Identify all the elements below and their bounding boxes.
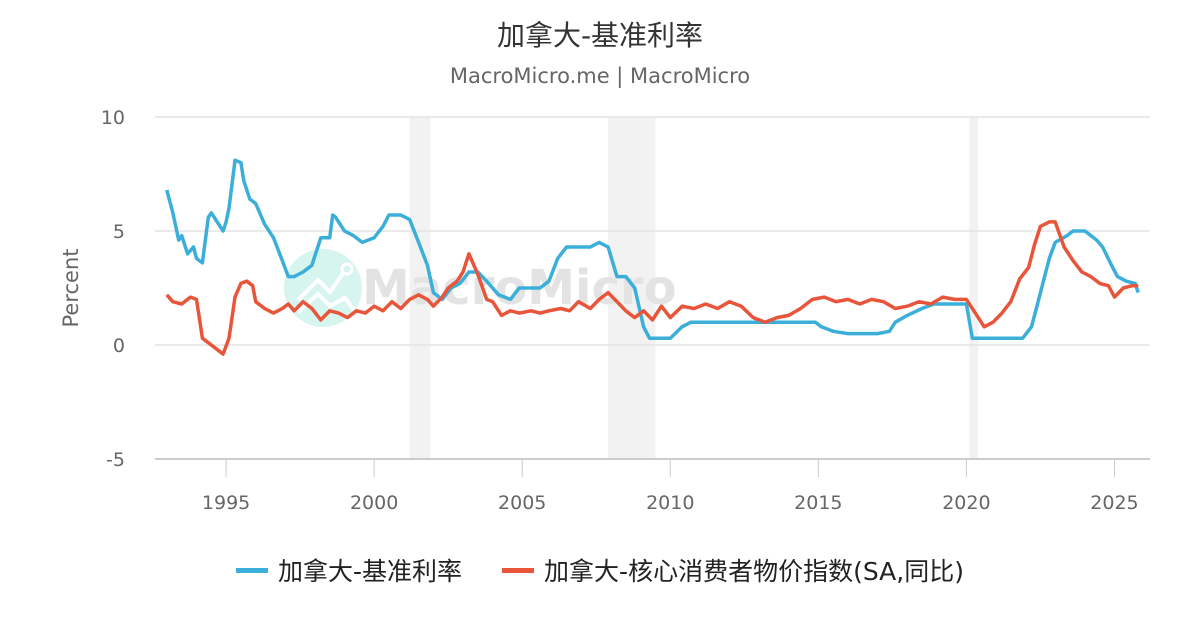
recession-band bbox=[608, 117, 656, 459]
x-tick-label: 2005 bbox=[498, 492, 546, 514]
x-tick-label: 2015 bbox=[794, 492, 842, 514]
chart-subtitle: MacroMicro.me | MacroMicro bbox=[449, 64, 751, 88]
series-lines bbox=[165, 158, 1140, 356]
y-tick-label: 0 bbox=[113, 335, 125, 357]
legend: 加拿大-基准利率 加拿大-核心消费者物价指数(SA,同比) bbox=[0, 552, 1200, 588]
y-tick-label: 5 bbox=[113, 221, 125, 243]
x-tick-label: 2010 bbox=[646, 492, 694, 514]
y-axis: 10 5 0 -5 bbox=[101, 107, 125, 471]
recession-band bbox=[969, 117, 979, 459]
legend-label-core-cpi: 加拿大-核心消费者物价指数(SA,同比) bbox=[544, 557, 964, 586]
x-tick-label: 2025 bbox=[1090, 492, 1138, 514]
x-tick-label: 2000 bbox=[350, 492, 398, 514]
y-tick-label: 10 bbox=[101, 107, 125, 129]
legend-item-core-cpi[interactable]: 加拿大-核心消费者物价指数(SA,同比) bbox=[502, 552, 964, 588]
recession-band bbox=[409, 117, 431, 459]
legend-item-policy-rate[interactable]: 加拿大-基准利率 bbox=[236, 552, 462, 588]
legend-swatch-policy-rate bbox=[236, 567, 269, 573]
y-tick-label: -5 bbox=[106, 449, 125, 471]
y-axis-label: Percent bbox=[59, 248, 83, 327]
legend-label-policy-rate: 加拿大-基准利率 bbox=[278, 557, 463, 586]
core-cpi-line bbox=[165, 220, 1139, 356]
chart-title: 加拿大-基准利率 bbox=[496, 19, 704, 52]
policy-rate-line bbox=[165, 158, 1140, 340]
x-tick-label: 1995 bbox=[202, 492, 250, 514]
legend-swatch-core-cpi bbox=[502, 567, 535, 573]
watermark-logo-icon bbox=[296, 270, 346, 302]
x-tick-label: 2020 bbox=[942, 492, 990, 514]
x-axis: 1995 2000 2005 2010 2015 2020 2025 bbox=[202, 459, 1139, 514]
gridlines bbox=[155, 116, 1150, 460]
recession-bands bbox=[409, 117, 979, 459]
